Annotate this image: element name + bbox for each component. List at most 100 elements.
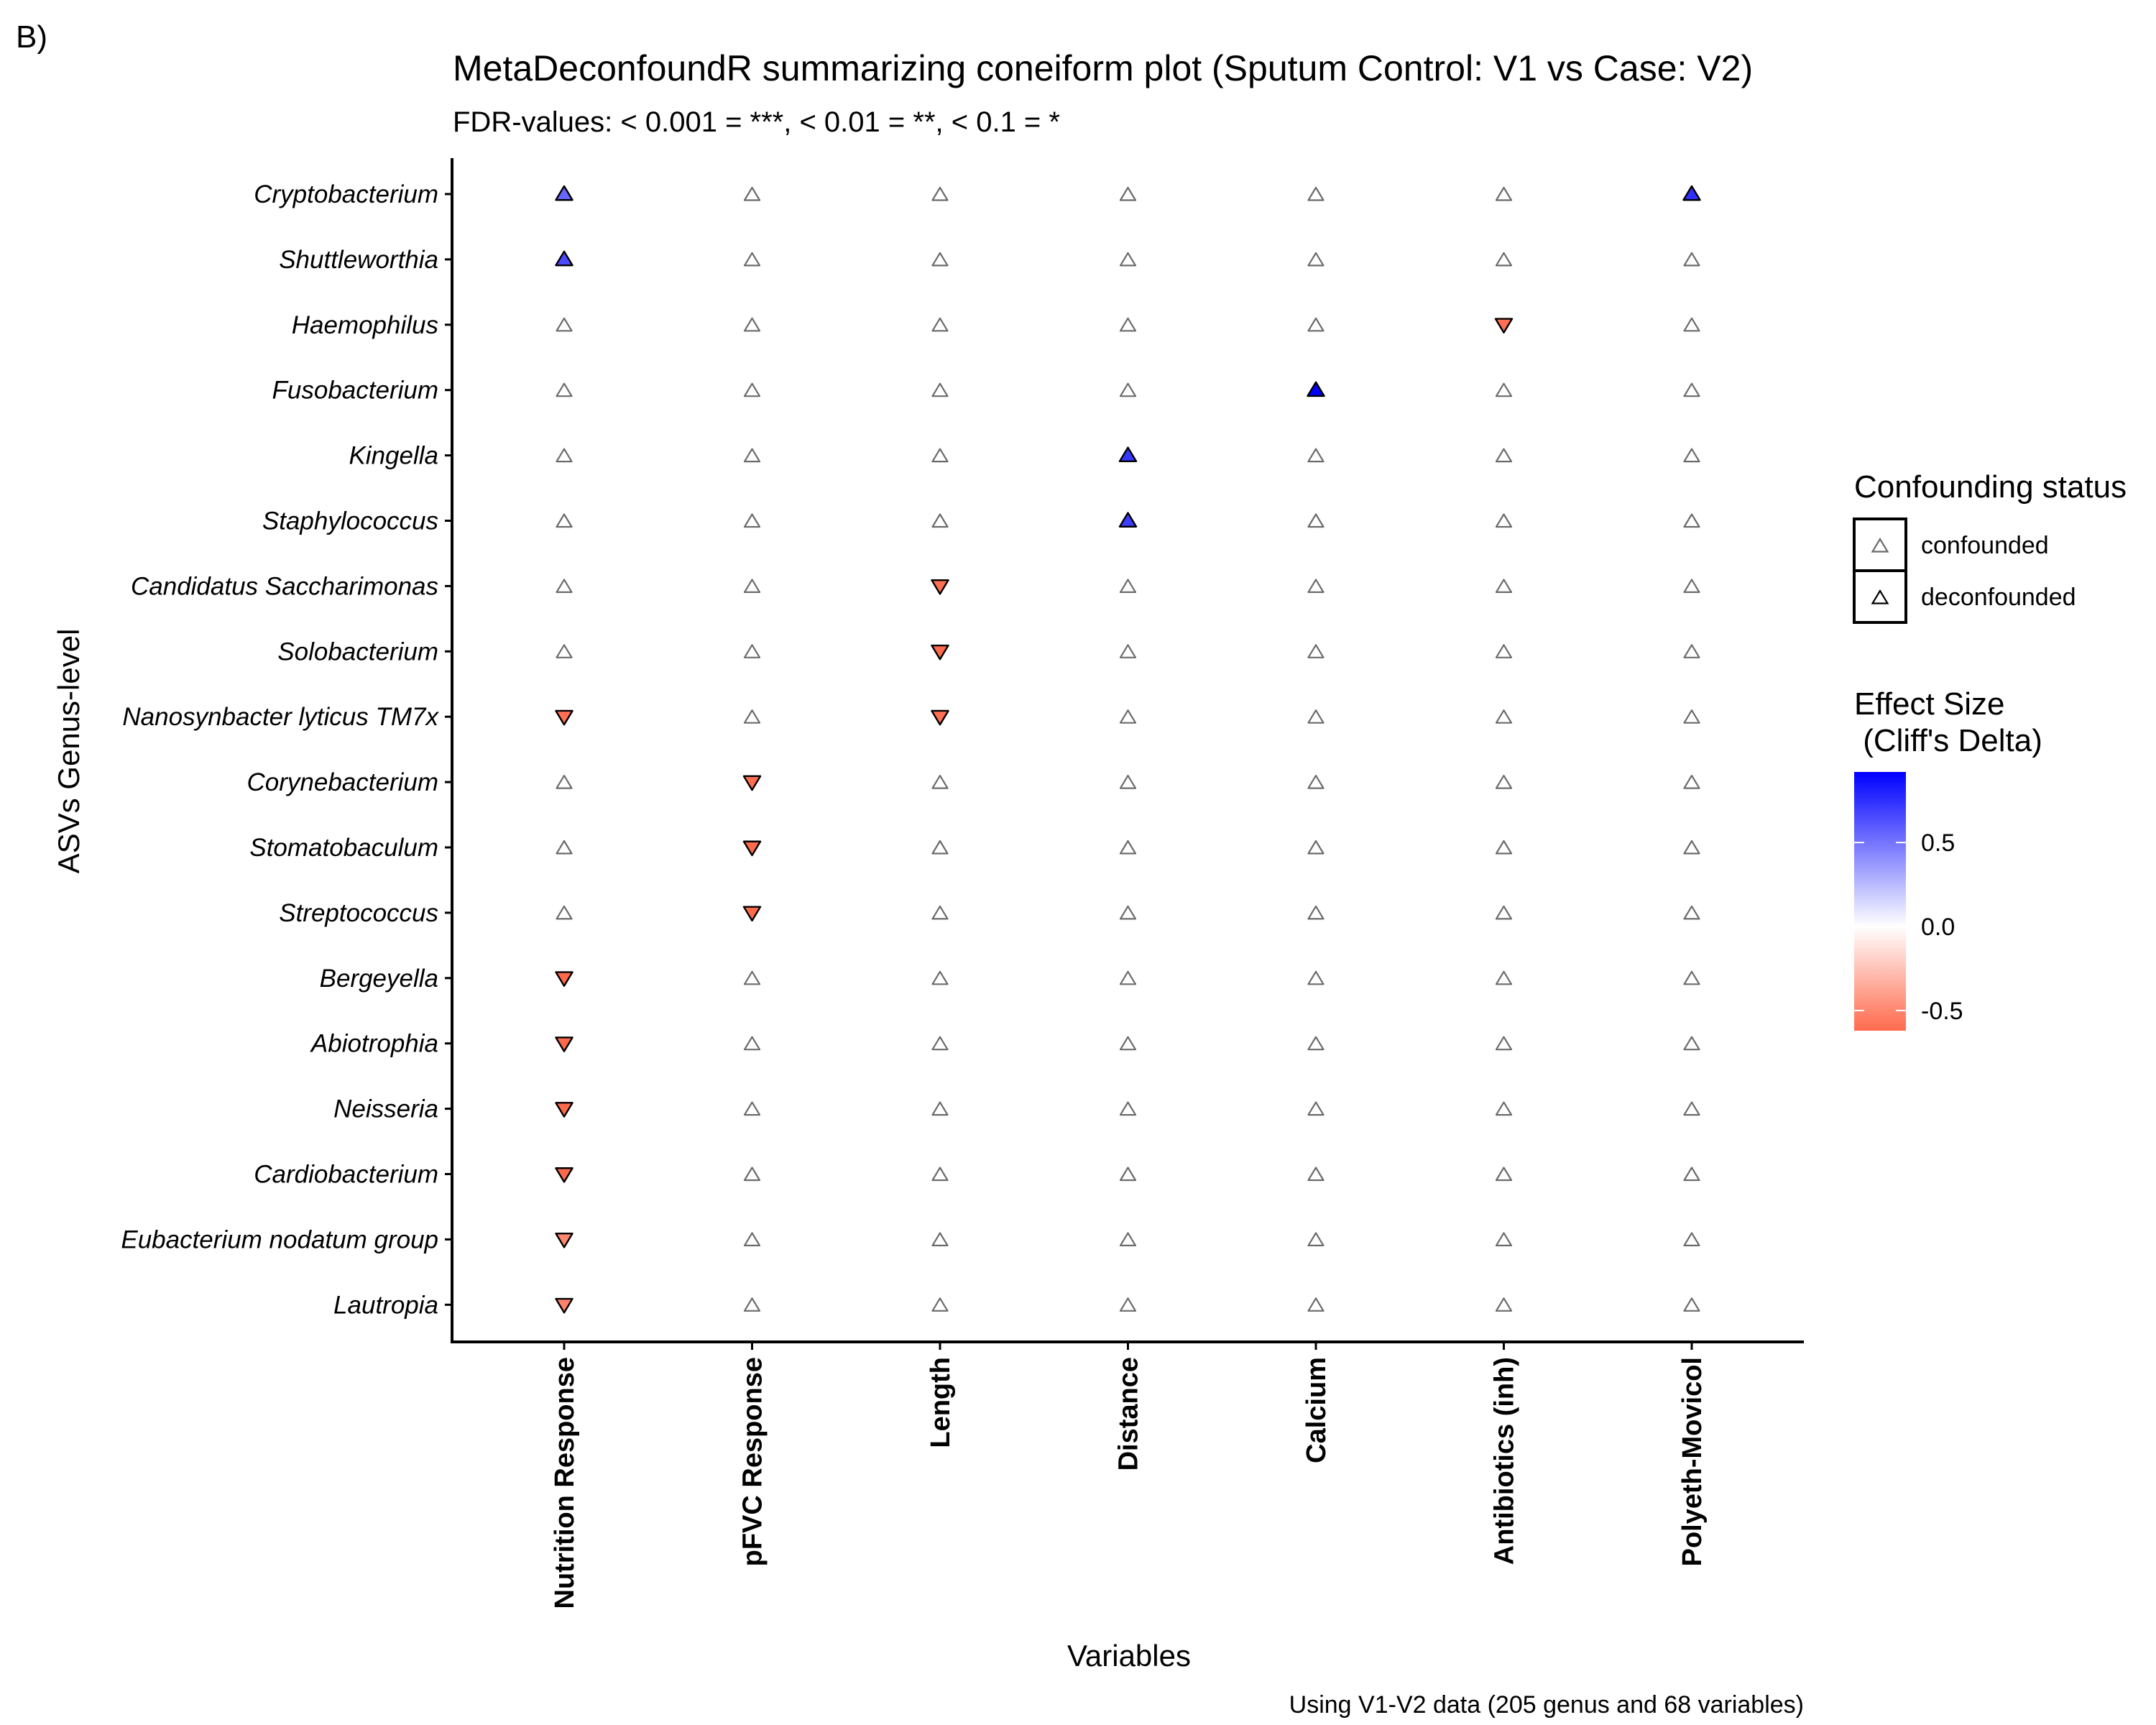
y-tick-label-kingella: Kingella (349, 442, 438, 470)
point-stomatobaculum-polyeth-movicol (1683, 840, 1700, 855)
point-cardiobacterium-polyeth-movicol (1683, 1167, 1700, 1182)
point-bergeyella-nutrition-response (555, 971, 573, 988)
point-haemophilus-polyeth-movicol (1683, 317, 1700, 332)
chart-title: MetaDeconfoundR summarizing coneiform pl… (453, 48, 1753, 88)
y-tick-label-shuttleworthia: Shuttleworthia (279, 246, 438, 274)
point-corynebacterium-antibiotics-inh (1495, 774, 1513, 789)
chart-caption: Using V1-V2 data (205 genus and 68 varia… (1289, 1691, 1804, 1719)
point-fusobacterium-calcium (1307, 381, 1325, 397)
legend-shape: Confounding status confounded deconfound… (1853, 469, 2127, 624)
point-solobacterium-distance (1119, 644, 1137, 658)
point-nanosynbacter-lyticus-tm7x-nutrition-response (555, 709, 573, 726)
point-neisseria-pfvc-response (743, 1101, 761, 1116)
color-tick-label-0-5: 0.5 (1921, 829, 1955, 857)
point-candidatus-saccharimonas-nutrition-response (556, 579, 573, 594)
legend-color: Effect Size (Cliff's Delta) 0.5 0.0 -0.5 (1854, 686, 2042, 1031)
y-axis-label: ASVs Genus-level (52, 629, 86, 874)
point-abiotrophia-antibiotics-inh (1495, 1036, 1513, 1051)
chart-subtitle: FDR-values: < 0.001 = ***, < 0.01 = **, … (453, 106, 1060, 138)
point-candidatus-saccharimonas-antibiotics-inh (1495, 579, 1513, 594)
point-neisseria-polyeth-movicol (1683, 1101, 1700, 1116)
point-streptococcus-distance (1119, 905, 1137, 920)
point-nanosynbacter-lyticus-tm7x-polyeth-movicol (1683, 709, 1700, 724)
point-shuttleworthia-antibiotics-inh (1495, 252, 1513, 267)
y-ticks: Cryptobacterium Shuttleworthia Haemophilus… (121, 180, 452, 1319)
point-abiotrophia-pfvc-response (743, 1036, 761, 1051)
point-lautropia-pfvc-response (743, 1297, 761, 1312)
point-shuttleworthia-nutrition-response (555, 250, 573, 267)
point-eubacterium-nodatum-group-distance (1119, 1232, 1137, 1247)
x-tick-label-length: Length (926, 1357, 956, 1448)
point-shuttleworthia-polyeth-movicol (1683, 252, 1700, 267)
point-eubacterium-nodatum-group-pfvc-response (743, 1232, 761, 1247)
x-tick-label-pfvc-response: pFVC Response (738, 1357, 768, 1566)
point-shuttleworthia-pfvc-response (743, 252, 761, 267)
panel-label: B) (16, 19, 47, 55)
point-kingella-antibiotics-inh (1495, 448, 1513, 463)
point-abiotrophia-distance (1119, 1036, 1137, 1051)
point-cryptobacterium-distance (1119, 186, 1137, 201)
point-candidatus-saccharimonas-length (931, 579, 949, 595)
point-nanosynbacter-lyticus-tm7x-length (931, 709, 949, 726)
x-tick-label-polyeth-movicol: Polyeth-Movicol (1677, 1357, 1708, 1566)
y-tick-label-staphylococcus: Staphylococcus (262, 507, 438, 535)
legend-color-title-line2: (Cliff's Delta) (1854, 723, 2042, 758)
point-cardiobacterium-pfvc-response (743, 1167, 761, 1182)
point-kingella-pfvc-response (743, 448, 761, 463)
point-cryptobacterium-antibiotics-inh (1495, 186, 1513, 201)
point-candidatus-saccharimonas-distance (1119, 579, 1137, 594)
color-tick-label-0-0: 0.0 (1921, 914, 1955, 941)
x-tick-label-nutrition-response: Nutrition Response (550, 1357, 580, 1609)
point-solobacterium-antibiotics-inh (1495, 644, 1513, 658)
point-streptococcus-nutrition-response (556, 905, 573, 920)
point-nanosynbacter-lyticus-tm7x-distance (1119, 709, 1137, 724)
legend-shape-title: Confounding status (1854, 469, 2127, 505)
legend-label-confounded: confounded (1921, 532, 2049, 559)
legend-key-box-confounded (1853, 518, 1907, 572)
y-tick-label-cardiobacterium: Cardiobacterium (254, 1161, 438, 1189)
y-tick-label-abiotrophia: Abiotrophia (310, 1030, 438, 1058)
point-cardiobacterium-calcium (1307, 1167, 1325, 1182)
point-kingella-nutrition-response (556, 448, 573, 463)
point-corynebacterium-pfvc-response (742, 775, 762, 791)
x-axis-label: Variables (1067, 1639, 1191, 1673)
y-tick-label-stomatobaculum: Stomatobaculum (249, 834, 438, 862)
point-solobacterium-length (931, 644, 949, 661)
point-staphylococcus-distance (1118, 512, 1138, 528)
point-cryptobacterium-pfvc-response (743, 186, 761, 201)
point-lautropia-length (931, 1297, 949, 1312)
point-corynebacterium-nutrition-response (556, 774, 573, 789)
point-streptococcus-antibiotics-inh (1495, 905, 1513, 920)
point-abiotrophia-length (931, 1036, 949, 1051)
point-neisseria-nutrition-response (555, 1102, 573, 1118)
point-shuttleworthia-length (931, 252, 949, 267)
point-bergeyella-pfvc-response (743, 970, 761, 985)
x-ticks: Nutrition Response pFVC Response Length Dis… (550, 1342, 1708, 1609)
point-haemophilus-length (931, 317, 949, 332)
point-cryptobacterium-length (931, 186, 949, 201)
point-staphylococcus-pfvc-response (743, 513, 761, 528)
point-staphylococcus-antibiotics-inh (1495, 513, 1513, 528)
point-corynebacterium-calcium (1307, 774, 1325, 789)
x-tick-label-antibiotics-inh: Antibiotics (inh) (1490, 1357, 1520, 1565)
point-bergeyella-length (931, 970, 949, 985)
y-tick-label-solobacterium: Solobacterium (277, 638, 438, 666)
point-candidatus-saccharimonas-calcium (1307, 579, 1325, 594)
point-solobacterium-polyeth-movicol (1683, 644, 1700, 658)
point-eubacterium-nodatum-group-polyeth-movicol (1683, 1232, 1700, 1247)
point-fusobacterium-length (931, 382, 949, 397)
point-staphylococcus-polyeth-movicol (1683, 513, 1700, 528)
x-tick-label-calcium: Calcium (1302, 1357, 1332, 1463)
point-streptococcus-pfvc-response (742, 906, 762, 922)
point-shuttleworthia-distance (1119, 252, 1137, 267)
point-neisseria-length (931, 1101, 949, 1116)
y-tick-label-corynebacterium: Corynebacterium (247, 768, 439, 796)
point-cardiobacterium-distance (1119, 1167, 1137, 1182)
point-stomatobaculum-length (931, 840, 949, 855)
point-cardiobacterium-nutrition-response (555, 1167, 573, 1183)
point-solobacterium-pfvc-response (743, 644, 761, 658)
point-eubacterium-nodatum-group-antibiotics-inh (1495, 1232, 1513, 1247)
y-tick-label-candidatus-saccharimonas: Candidatus Saccharimonas (131, 572, 438, 600)
point-kingella-length (931, 448, 949, 463)
